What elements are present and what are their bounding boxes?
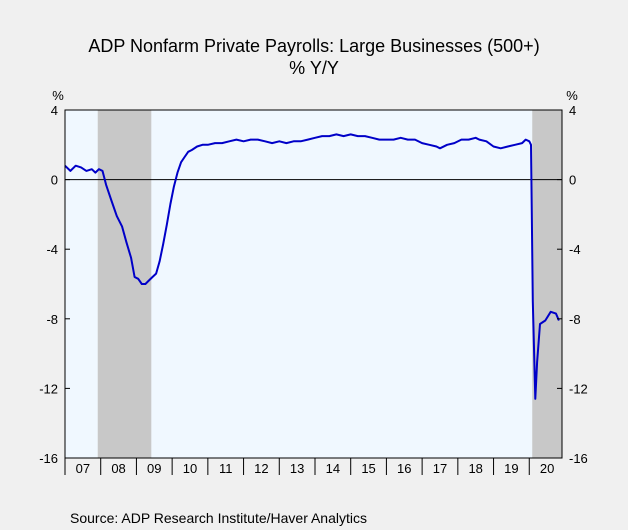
right-y-tick-label: 0 xyxy=(569,173,576,188)
left-y-tick-label: -12 xyxy=(39,381,58,396)
right-y-tick-label: -8 xyxy=(569,312,581,327)
x-tick-label: 09 xyxy=(147,461,161,476)
source-note: Source: ADP Research Institute/Haver Ana… xyxy=(70,510,367,526)
right-y-tick-label: -16 xyxy=(569,451,588,466)
right-y-tick-label: -12 xyxy=(569,381,588,396)
chart-subtitle: % Y/Y xyxy=(289,58,339,78)
x-tick-label: 10 xyxy=(183,461,197,476)
recession-shade-2 xyxy=(532,110,562,458)
x-tick-label: 18 xyxy=(468,461,482,476)
right-y-tick-label: 4 xyxy=(569,103,576,118)
series-line-1 xyxy=(64,133,560,400)
x-tick-label: 16 xyxy=(397,461,411,476)
x-tick-label: 17 xyxy=(433,461,447,476)
right-y-tick-label: -4 xyxy=(569,242,581,257)
left-y-tick-label: -16 xyxy=(39,451,58,466)
plot-area: 4 4 0 0 -4 -4 -8 -8 -12 -12 -16 -16 07 08 09 10 11 12 13 14… xyxy=(39,103,588,476)
left-axis-unit: % xyxy=(52,88,64,103)
x-tick-label: 19 xyxy=(504,461,518,476)
plot-frame xyxy=(64,109,563,459)
x-tick-label: 20 xyxy=(540,461,554,476)
x-tick-label: 12 xyxy=(254,461,268,476)
left-y-tick-label: -8 xyxy=(46,312,58,327)
x-tick-label: 14 xyxy=(326,461,340,476)
left-y-tick-label: -4 xyxy=(46,242,58,257)
right-axis-unit: % xyxy=(566,88,578,103)
x-tick-label: 08 xyxy=(111,461,125,476)
x-tick-label: 13 xyxy=(290,461,304,476)
chart-title: ADP Nonfarm Private Payrolls: Large Busi… xyxy=(88,36,539,56)
x-tick-label: 11 xyxy=(219,461,233,476)
x-tick-label: 07 xyxy=(76,461,90,476)
left-y-tick-label: 4 xyxy=(51,103,58,118)
left-y-tick-label: 0 xyxy=(51,173,58,188)
x-tick-label: 15 xyxy=(361,461,375,476)
